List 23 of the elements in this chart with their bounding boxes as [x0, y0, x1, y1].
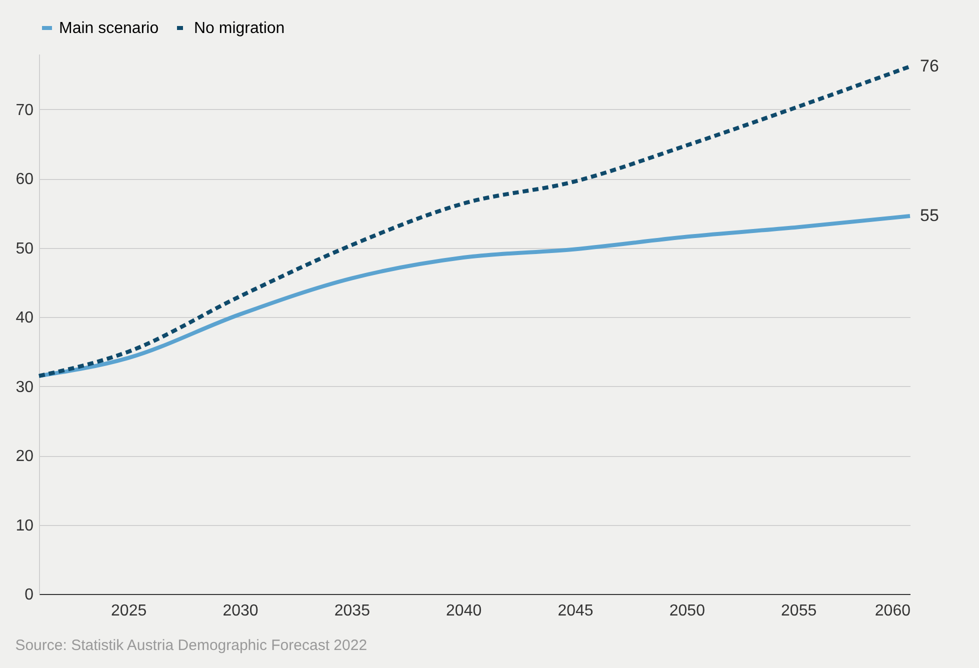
line-series — [37, 214, 912, 378]
x-tick-label: 2055 — [781, 602, 817, 620]
y-tick-label: 60 — [16, 171, 34, 188]
legend-label: Main scenario — [59, 20, 159, 37]
data-label: 55 — [920, 206, 939, 225]
y-tick-label: 10 — [16, 517, 34, 534]
y-tick-label: 70 — [16, 102, 34, 119]
x-tick-label: 2025 — [111, 602, 147, 620]
x-tick-label: 2030 — [222, 602, 258, 620]
x-tick-label: 2060 — [874, 602, 911, 620]
source-note: Source: Statistik Austria Demographic Forecast 2022 — [15, 637, 368, 654]
legend-label: No migration — [194, 20, 285, 37]
x-tick-label: 2050 — [669, 602, 706, 620]
y-tick-label: 30 — [16, 378, 34, 396]
x-tick-label: 2035 — [334, 602, 370, 620]
y-tick-label: 50 — [16, 240, 34, 258]
y-tick-label: 40 — [16, 310, 34, 327]
line-series — [37, 64, 912, 378]
y-tick-label: 20 — [16, 448, 34, 466]
y-tick-label: 0 — [24, 586, 34, 604]
x-tick-label: 2045 — [558, 602, 594, 620]
data-label: 76 — [920, 56, 939, 76]
x-tick-label: 2040 — [446, 602, 482, 620]
